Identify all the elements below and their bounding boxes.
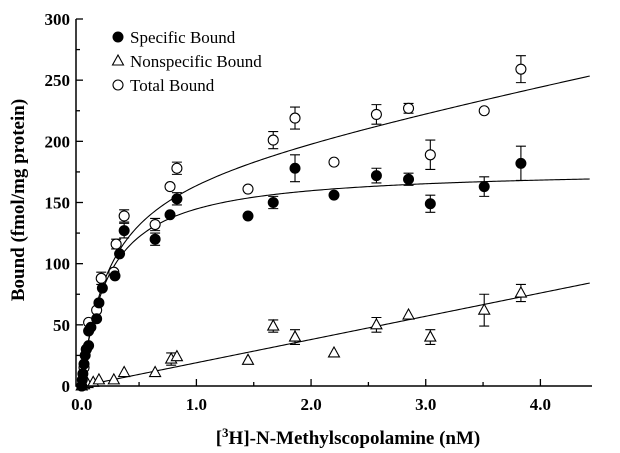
specific-point xyxy=(118,225,130,237)
x-tick-label: 1.0 xyxy=(186,395,207,414)
specific-point xyxy=(164,209,176,221)
nonspecific-point xyxy=(327,345,341,358)
specific-point xyxy=(370,170,382,182)
x-tick-label: 4.0 xyxy=(530,395,551,414)
total-point xyxy=(370,108,382,120)
nonspecific-point xyxy=(369,317,383,330)
y-tick-label: 250 xyxy=(45,71,71,90)
axis-frame xyxy=(75,19,592,387)
nonspecific-point xyxy=(402,307,415,320)
legend-total-label: Total Bound xyxy=(130,76,215,95)
y-axis-title: Bound (fmol/mg protein) xyxy=(8,99,29,301)
y-tick-label: 150 xyxy=(45,194,71,213)
total-point xyxy=(171,162,183,174)
total-point xyxy=(267,134,279,146)
specific-point xyxy=(289,162,301,174)
specific-point xyxy=(93,297,105,309)
total-point xyxy=(424,149,436,161)
specific-point xyxy=(242,210,254,222)
specific-point xyxy=(478,181,490,193)
x-tick-label: 2.0 xyxy=(300,395,321,414)
y-tick-label: 100 xyxy=(45,255,71,274)
total-point xyxy=(402,102,415,114)
nonspecific-point xyxy=(92,372,106,385)
x-tick-label: 0.0 xyxy=(71,395,92,414)
total-point xyxy=(328,156,340,168)
total-point xyxy=(164,181,176,193)
specific-point xyxy=(114,248,126,260)
nonspecific-point xyxy=(288,329,302,342)
total-fit-curve xyxy=(81,75,590,387)
specific-point xyxy=(83,340,95,352)
total-point xyxy=(149,218,161,231)
specific-point xyxy=(149,233,161,245)
specific-point xyxy=(91,313,103,325)
legend-specific-marker xyxy=(112,31,124,43)
nonspecific-point xyxy=(170,349,184,362)
nonspecific-point xyxy=(423,329,437,342)
nonspecific-fit-line xyxy=(81,282,590,387)
nonspecific-point xyxy=(266,318,280,331)
total-point xyxy=(478,105,490,117)
y-tick-label: 200 xyxy=(45,132,71,151)
y-tick-label: 50 xyxy=(53,316,70,335)
total-point xyxy=(242,183,254,195)
specific-point xyxy=(403,173,415,185)
legend-nonspecific-label: Nonspecific Bound xyxy=(130,52,262,71)
nonspecific-point xyxy=(514,285,528,298)
nonspecific-point xyxy=(241,353,255,365)
specific-point xyxy=(515,157,527,169)
nonspecific-point xyxy=(107,372,121,385)
x-tick-label: 3.0 xyxy=(415,395,436,414)
specific-point xyxy=(171,193,183,205)
y-tick-label: 0 xyxy=(62,377,71,396)
total-point xyxy=(118,210,130,222)
specific-fit-curve xyxy=(81,178,590,387)
legend: Specific Bound Nonspecific Bound Total Bou… xyxy=(111,28,262,95)
specific-point xyxy=(96,282,108,294)
plot-area xyxy=(75,55,590,392)
specific-point xyxy=(424,198,436,210)
y-tick-label: 300 xyxy=(45,10,71,29)
total-point xyxy=(289,112,301,124)
specific-point xyxy=(267,197,279,208)
axes: 0 50 100 150 200 250 300 0.0 1.0 2.0 3.0 4.0 xyxy=(45,10,592,414)
nonspecific-point xyxy=(148,365,162,378)
specific-point xyxy=(77,368,89,380)
specific-point xyxy=(109,270,121,282)
legend-nonspecific-marker xyxy=(111,53,125,66)
legend-total-marker xyxy=(112,79,124,91)
total-point xyxy=(515,63,527,75)
x-axis-title: [3H]-N-Methylscopolamine (nM) xyxy=(216,425,481,449)
specific-point xyxy=(328,189,340,201)
total-point xyxy=(95,272,107,284)
total-point xyxy=(110,238,122,250)
nonspecific-point xyxy=(117,365,131,378)
nonspecific-point xyxy=(477,303,491,315)
specific-point xyxy=(85,321,97,333)
legend-specific-label: Specific Bound xyxy=(130,28,236,47)
